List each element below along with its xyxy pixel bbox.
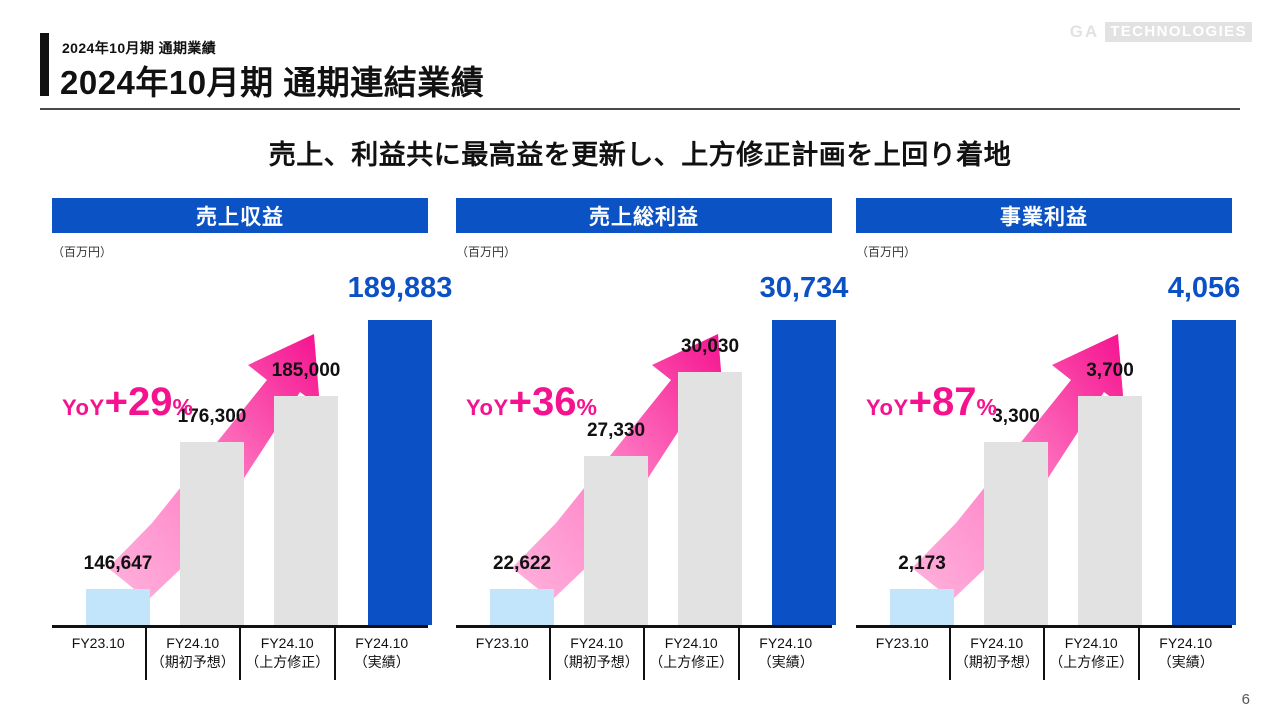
yoy-label-revenue: YoY [62, 395, 105, 420]
axis-tick-fy2310-revenue: FY23.10 [52, 628, 145, 680]
axis-labels-revenue: FY23.10 FY24.10 （期初予想） FY24.10 （上方修正） FY… [52, 628, 428, 680]
bar-fy2410-revised-gross-profit [678, 372, 742, 625]
yoy-label-operating-profit: YoY [866, 395, 909, 420]
logo-mark-text: GA [1069, 22, 1100, 41]
axis-tick-line2: （期初予想） [954, 653, 1039, 670]
axis-tick-fy2310-gross-profit: FY23.10 [456, 628, 549, 680]
bar-fy2410-revised-revenue [274, 396, 338, 625]
bar-fy2410-initial-gross-profit [584, 456, 648, 625]
axis-tick-line1: FY24.10 [260, 635, 314, 651]
bar-fy2410-revised-operating-profit [1078, 396, 1142, 625]
axis-line-operating-profit [856, 625, 1232, 628]
logo-name-text: TECHNOLOGIES [1105, 22, 1252, 42]
value-label-fy2310-operating-profit: 2,173 [898, 553, 946, 574]
page-number: 6 [1241, 691, 1250, 708]
axis-tick-line1: FY23.10 [475, 635, 529, 651]
value-label-fy2410-initial-gross-profit: 27,330 [586, 420, 646, 441]
chart-panel-revenue: 売上収益 （百万円） 146,647 176,30 [52, 198, 452, 680]
value-label-fy2410-revised-gross-profit: 30,030 [680, 336, 740, 357]
yoy-value-gross-profit: +36 [508, 380, 577, 424]
plot-area-revenue: 146,647 176,300 185,000 189,883 YoY+29% [52, 268, 452, 625]
header-divider [40, 108, 1240, 110]
value-label-fy2410-actual-gross-profit: 30,734 [759, 272, 849, 304]
plot-area-operating-profit: 2,173 3,300 3,700 4,056 YoY+87% [856, 268, 1240, 625]
yoy-percent-gross-profit: % [576, 394, 597, 420]
axis-tick-fy2410-revised-revenue: FY24.10 （上方修正） [239, 628, 334, 680]
bar-fy2310-gross-profit [490, 589, 554, 625]
yoy-value-operating-profit: +87 [908, 380, 977, 424]
value-label-fy2410-actual-revenue: 189,883 [347, 272, 453, 304]
axis-tick-line1: FY24.10 [664, 635, 718, 651]
bar-fy2310-revenue [86, 589, 150, 625]
axis-tick-line2: （上方修正） [245, 653, 330, 670]
axis-tick-line2: （実績） [353, 653, 410, 670]
header-accent-bar [40, 33, 49, 96]
chart-title-operating-profit: 事業利益 [856, 198, 1232, 233]
axis-tick-line2: （期初予想） [554, 653, 639, 670]
chart-unit-revenue: （百万円） [52, 245, 113, 259]
bar-fy2410-actual-gross-profit [772, 320, 836, 625]
value-label-fy2410-actual-operating-profit: 4,056 [1167, 272, 1241, 304]
yoy-badge-operating-profit: YoY+87% [866, 380, 997, 425]
value-label-fy2410-initial-revenue: 176,300 [177, 406, 247, 427]
yoy-badge-gross-profit: YoY+36% [466, 380, 597, 425]
page-title: 2024年10月期 通期連結業績 [60, 64, 485, 101]
axis-tick-line1: FY24.10 [166, 635, 220, 651]
chart-title-revenue: 売上収益 [52, 198, 428, 233]
value-label-fy2310-revenue: 146,647 [83, 553, 153, 574]
axis-labels-gross-profit: FY23.10 FY24.10 （期初予想） FY24.10 （上方修正） FY… [456, 628, 832, 680]
axis-tick-line2: （上方修正） [1049, 653, 1134, 670]
axis-tick-line1: FY24.10 [355, 635, 409, 651]
axis-tick-fy2410-actual-revenue: FY24.10 （実績） [333, 628, 429, 680]
axis-tick-line1: FY23.10 [71, 635, 125, 651]
axis-tick-line1: FY24.10 [570, 635, 624, 651]
slide-subtitle: 売上、利益共に最高益を更新し、上方修正計画を上回り着地 [268, 140, 1012, 170]
axis-tick-line2: （実績） [757, 653, 814, 670]
axis-tick-fy2410-initial-operating-profit: FY24.10 （期初予想） [948, 628, 1044, 680]
bar-fy2310-operating-profit [890, 589, 954, 625]
chart-panel-operating-profit: 事業利益 （百万円） 2,173 3,300 3,700 4,056 [856, 198, 1240, 680]
axis-tick-line1: FY24.10 [970, 635, 1024, 651]
yoy-value-revenue: +29 [104, 380, 173, 424]
value-label-fy2410-revised-revenue: 185,000 [271, 360, 341, 381]
bar-fy2410-actual-operating-profit [1172, 320, 1236, 625]
ga-technologies-logo: GA TECHNOLOGIES [1070, 22, 1252, 42]
axis-tick-line2: （上方修正） [649, 653, 734, 670]
axis-tick-fy2410-revised-operating-profit: FY24.10 （上方修正） [1043, 628, 1138, 680]
axis-tick-line1: FY24.10 [1159, 635, 1213, 651]
axis-tick-fy2410-actual-operating-profit: FY24.10 （実績） [1137, 628, 1233, 680]
axis-tick-fy2410-initial-gross-profit: FY24.10 （期初予想） [548, 628, 644, 680]
bar-fy2410-actual-revenue [368, 320, 432, 625]
axis-tick-line1: FY23.10 [875, 635, 929, 651]
axis-tick-fy2410-initial-revenue: FY24.10 （期初予想） [144, 628, 240, 680]
axis-tick-fy2410-actual-gross-profit: FY24.10 （実績） [737, 628, 833, 680]
axis-tick-line2: （実績） [1157, 653, 1214, 670]
axis-line-gross-profit [456, 625, 832, 628]
axis-tick-line1: FY24.10 [759, 635, 813, 651]
value-label-fy2410-initial-operating-profit: 3,300 [992, 406, 1040, 427]
yoy-badge-revenue: YoY+29% [62, 380, 193, 425]
axis-tick-fy2310-operating-profit: FY23.10 [856, 628, 949, 680]
axis-tick-line1: FY24.10 [1064, 635, 1118, 651]
plot-area-gross-profit: 22,622 27,330 30,030 30,734 YoY+36% [456, 268, 848, 625]
axis-line-revenue [52, 625, 428, 628]
bar-fy2410-initial-revenue [180, 442, 244, 625]
value-label-fy2410-revised-operating-profit: 3,700 [1086, 360, 1134, 381]
header-eyebrow: 2024年10月期 通期業績 [62, 40, 217, 56]
chart-panel-gross-profit: 売上総利益 （百万円） 22,622 27,330 30,030 3 [456, 198, 848, 680]
value-label-fy2310-gross-profit: 22,622 [492, 553, 552, 574]
bar-fy2410-initial-operating-profit [984, 442, 1048, 625]
yoy-percent-revenue: % [172, 394, 193, 420]
yoy-percent-operating-profit: % [976, 394, 997, 420]
chart-title-gross-profit: 売上総利益 [456, 198, 832, 233]
axis-labels-operating-profit: FY23.10 FY24.10 （期初予想） FY24.10 （上方修正） FY… [856, 628, 1232, 680]
chart-unit-operating-profit: （百万円） [856, 245, 917, 259]
yoy-label-gross-profit: YoY [466, 395, 509, 420]
axis-tick-fy2410-revised-gross-profit: FY24.10 （上方修正） [643, 628, 738, 680]
axis-tick-line2: （期初予想） [150, 653, 235, 670]
chart-unit-gross-profit: （百万円） [456, 245, 517, 259]
